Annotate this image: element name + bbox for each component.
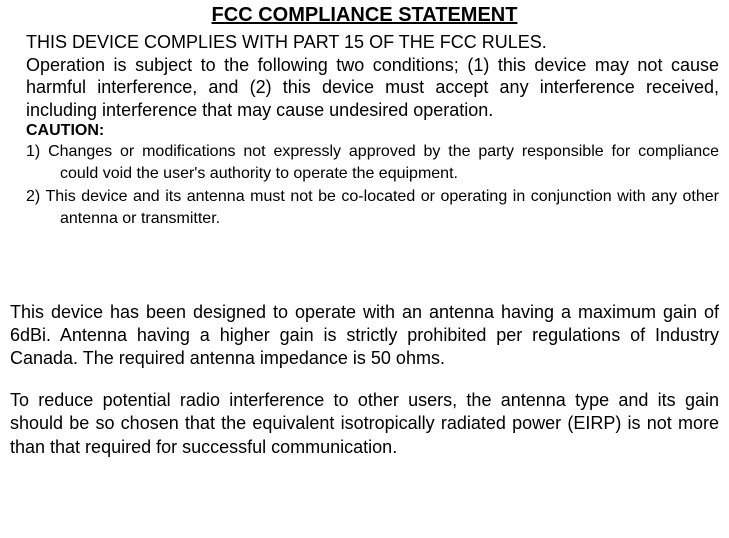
compliance-para1: Operation is subject to the following tw…	[26, 54, 719, 122]
document-page: FCC COMPLIANCE STATEMENT THIS DEVICE COM…	[0, 0, 729, 538]
caution-label: CAUTION:	[26, 121, 719, 141]
caution-item-2: 2) This device and its antenna must not …	[26, 186, 719, 231]
caution-item-1: 1) Changes or modifications not expressl…	[26, 141, 719, 186]
antenna-para2: To reduce potential radio interference t…	[10, 389, 719, 459]
antenna-para1: This device has been designed to operate…	[10, 301, 719, 371]
antenna-block: This device has been designed to operate…	[10, 301, 719, 459]
paragraph-gap	[10, 371, 719, 389]
compliance-line1: THIS DEVICE COMPLIES WITH PART 15 OF THE…	[26, 31, 719, 54]
document-title: FCC COMPLIANCE STATEMENT	[10, 4, 719, 27]
section-gap	[10, 231, 719, 301]
compliance-block: THIS DEVICE COMPLIES WITH PART 15 OF THE…	[10, 31, 719, 231]
caution-list: 1) Changes or modifications not expressl…	[26, 141, 719, 231]
